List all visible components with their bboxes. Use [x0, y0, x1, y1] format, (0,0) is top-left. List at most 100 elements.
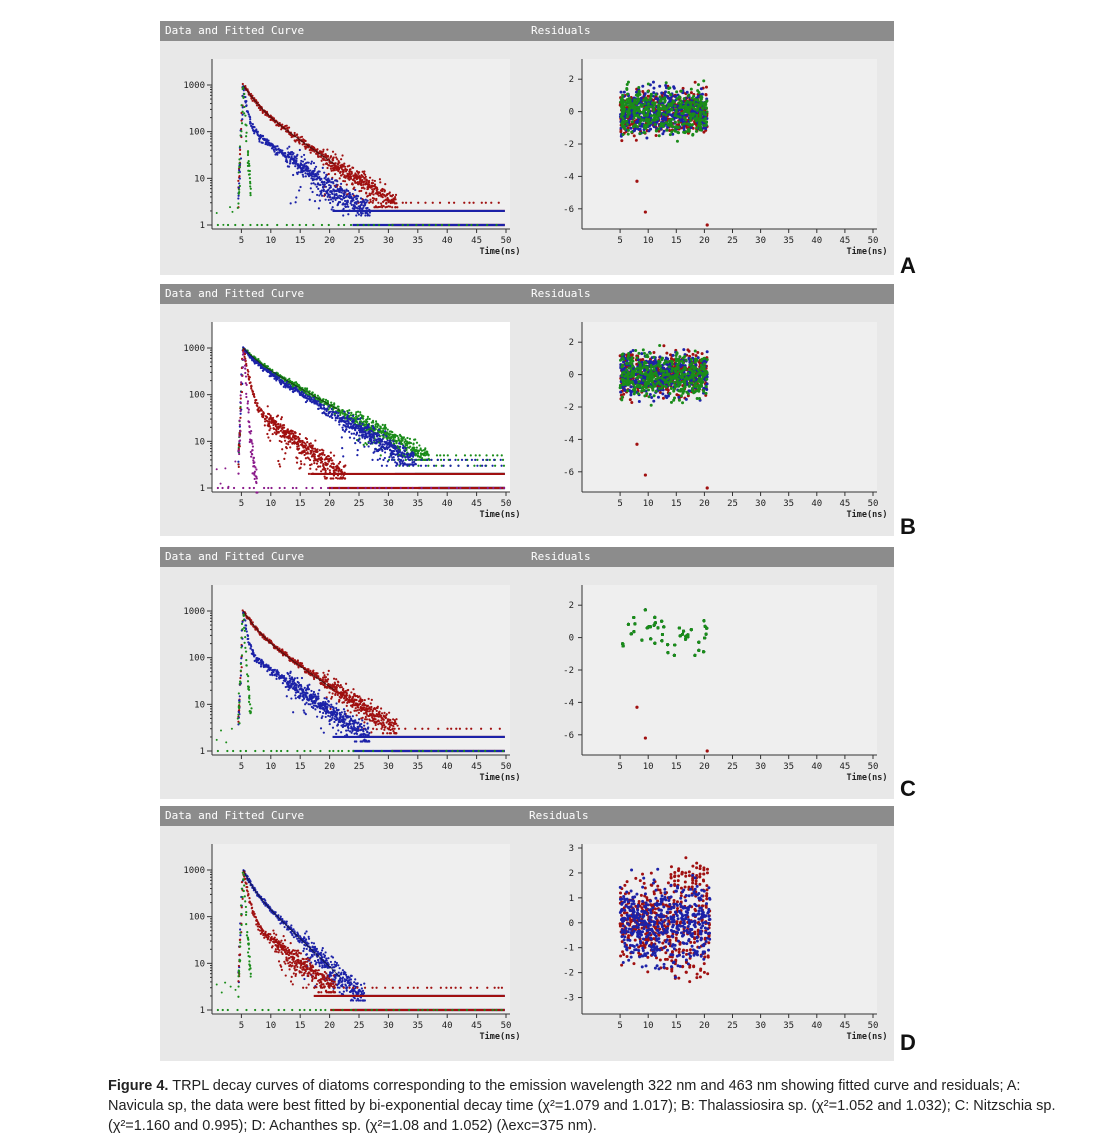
- data-point: [297, 444, 300, 447]
- data-point: [352, 432, 356, 435]
- data-point: [313, 167, 316, 170]
- floor-point: [319, 486, 323, 490]
- data-point: [248, 440, 251, 444]
- data-point: [353, 207, 356, 211]
- data-point: [334, 162, 337, 165]
- data-point: [392, 440, 395, 443]
- data-point: [386, 460, 389, 463]
- data-point: [325, 162, 329, 165]
- data-point: [331, 181, 335, 184]
- data-point: [331, 159, 335, 162]
- data-point: [332, 465, 335, 469]
- data-point: [426, 450, 429, 453]
- data-point: [382, 433, 385, 436]
- residual-point: [674, 125, 678, 129]
- data-point: [295, 160, 298, 164]
- data-point: [384, 426, 388, 430]
- data-point: [293, 159, 296, 162]
- data-point: [364, 198, 367, 201]
- data-point: [260, 409, 263, 412]
- floor-point: [252, 486, 256, 490]
- data-point: [336, 180, 339, 183]
- data-point: [416, 454, 420, 457]
- decay-x-tick-label: 20: [324, 499, 335, 509]
- data-point: [245, 104, 248, 108]
- residual-point: [665, 128, 669, 132]
- data-point: [359, 411, 362, 414]
- data-point: [241, 106, 244, 109]
- data-point: [282, 423, 286, 427]
- data-point: [246, 150, 250, 153]
- data-point: [240, 104, 243, 107]
- data-point: [273, 431, 276, 434]
- data-point: [360, 214, 363, 217]
- floor-point: [372, 223, 375, 227]
- data-point: [262, 412, 265, 415]
- residuals-y-tick-label: 2: [569, 75, 574, 85]
- floor-point: [495, 223, 498, 227]
- data-point: [350, 411, 353, 414]
- data-point: [245, 383, 248, 386]
- decay-x-tick-label: 40: [442, 499, 453, 509]
- residual-point: [641, 84, 645, 88]
- data-point: [262, 414, 265, 417]
- data-point: [251, 123, 254, 126]
- data-point: [358, 424, 361, 428]
- data-point: [290, 155, 293, 158]
- data-point: [324, 175, 327, 179]
- data-point: [414, 463, 417, 466]
- panel-a-letter: A: [900, 253, 916, 278]
- data-point: [368, 214, 371, 217]
- residual-point: [672, 85, 676, 89]
- data-point: [295, 461, 299, 464]
- data-point: [248, 176, 252, 180]
- residual-point: [700, 95, 704, 99]
- data-point: [239, 416, 242, 419]
- decay-x-tick-label: 15: [295, 236, 306, 246]
- residuals-x-tick-label: 35: [783, 236, 794, 246]
- floor-point: [448, 458, 452, 462]
- data-point: [367, 445, 370, 448]
- data-point: [323, 467, 327, 470]
- residual-point: [643, 123, 647, 127]
- floor-point: [417, 201, 420, 204]
- data-point: [357, 439, 360, 443]
- data-point: [350, 195, 353, 198]
- data-point: [239, 412, 242, 415]
- data-point: [240, 130, 243, 133]
- data-point: [398, 442, 401, 445]
- data-point: [257, 408, 260, 412]
- data-point: [356, 195, 360, 198]
- floor-point: [442, 464, 445, 467]
- residual-point: [649, 94, 653, 98]
- decay-x-tick-label: 45: [471, 236, 482, 246]
- residual-point: [698, 127, 702, 131]
- data-point: [288, 145, 291, 148]
- floor-point: [460, 458, 464, 462]
- residuals-x-tick-label: 20: [699, 236, 710, 246]
- data-point: [252, 459, 255, 462]
- data-point: [250, 455, 253, 458]
- data-point: [282, 380, 285, 383]
- data-point: [331, 459, 334, 462]
- data-point: [239, 401, 242, 405]
- data-point: [338, 190, 341, 193]
- data-point: [373, 179, 376, 183]
- data-point: [358, 438, 361, 441]
- residuals-plot-area: [582, 59, 877, 229]
- data-point: [237, 460, 240, 463]
- data-point: [287, 443, 290, 446]
- data-point: [294, 431, 297, 434]
- data-point: [313, 400, 316, 403]
- data-point: [401, 439, 404, 442]
- residual-point: [685, 90, 689, 94]
- floor-point: [468, 201, 471, 204]
- data-point: [330, 169, 333, 172]
- residual-point: [626, 92, 630, 96]
- data-point: [361, 422, 364, 425]
- data-point: [323, 180, 326, 184]
- residual-point: [689, 91, 693, 95]
- floor-point: [407, 486, 410, 490]
- residuals-y-tick-label: -6: [563, 205, 574, 215]
- data-point: [286, 161, 289, 164]
